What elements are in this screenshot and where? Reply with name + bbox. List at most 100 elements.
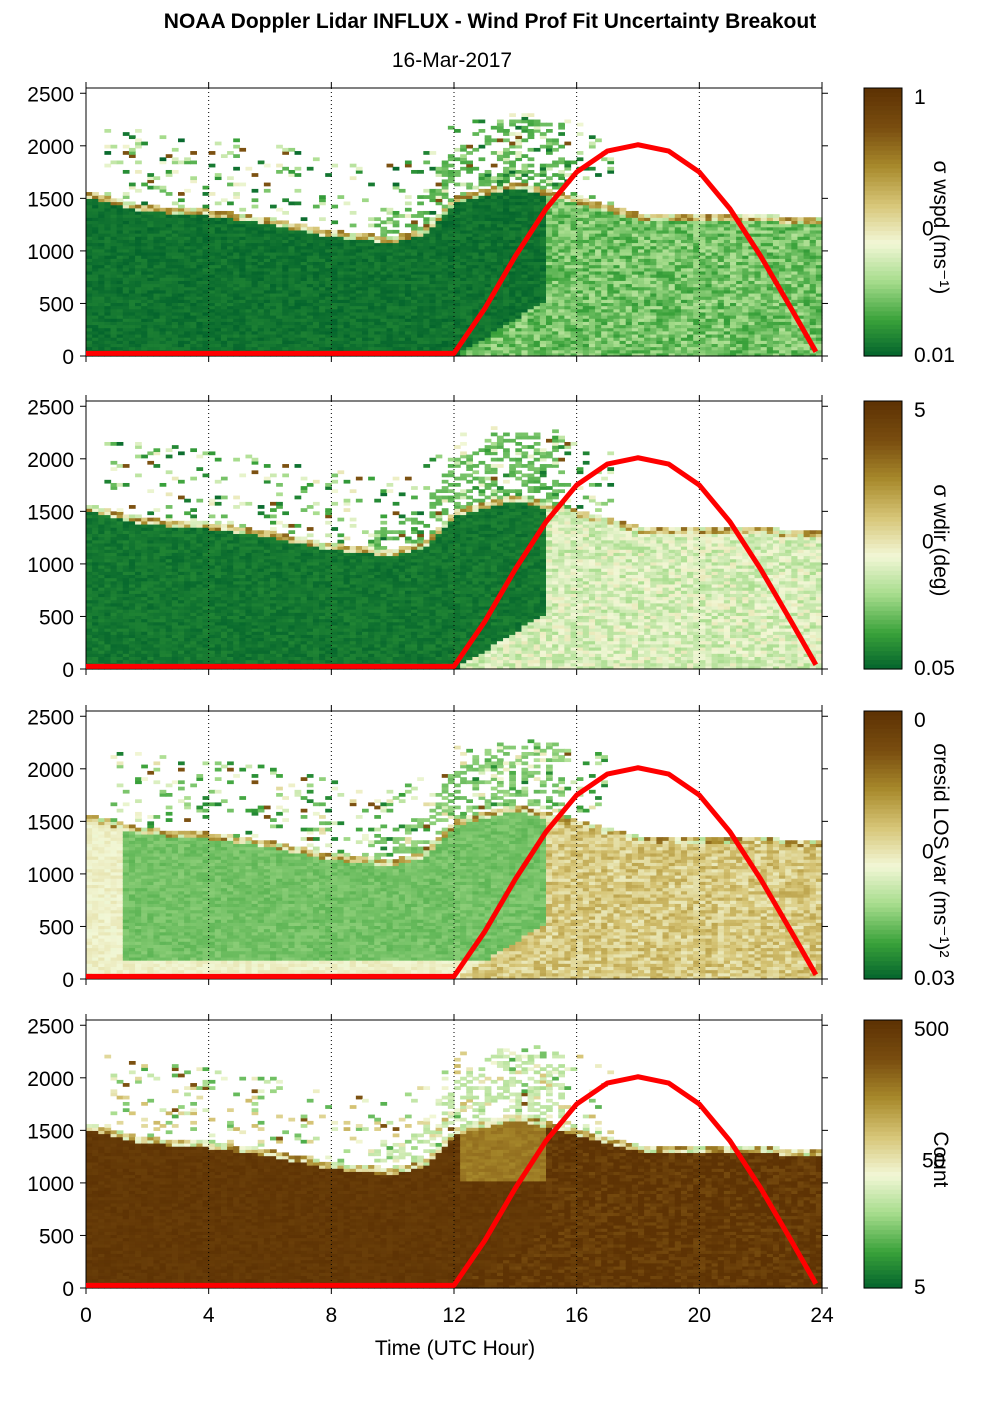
heatmap-cell bbox=[104, 164, 111, 168]
heatmap-cell bbox=[319, 217, 326, 221]
heatmap-cell bbox=[380, 220, 387, 224]
heatmap-cell bbox=[86, 192, 93, 196]
heatmap-cell bbox=[350, 211, 357, 215]
heatmap-cell bbox=[153, 176, 160, 180]
heatmap-cell bbox=[295, 189, 302, 193]
heatmap-cell bbox=[411, 214, 418, 218]
heatmap-cell bbox=[147, 173, 154, 177]
heatmap-cell bbox=[350, 233, 357, 237]
heatmap-cell bbox=[362, 198, 369, 202]
heatmap-cell bbox=[454, 157, 461, 161]
heatmap-cell bbox=[221, 211, 228, 215]
heatmap-cell bbox=[503, 129, 510, 133]
heatmap-cell bbox=[166, 192, 173, 196]
heatmap-cell bbox=[460, 183, 467, 187]
heatmap-cell bbox=[436, 189, 443, 193]
heatmap-cell bbox=[503, 167, 510, 171]
heatmap-cell bbox=[448, 170, 455, 174]
heatmap-cell bbox=[595, 202, 602, 206]
heatmap-cell bbox=[564, 195, 571, 199]
heatmap-cell bbox=[245, 167, 252, 171]
heatmap-cell bbox=[491, 186, 498, 190]
heatmap-cell bbox=[558, 157, 565, 161]
heatmap-cell bbox=[521, 179, 528, 183]
x-axis-label: Time (UTC Hour) bbox=[375, 1337, 535, 1360]
heatmap-cell bbox=[252, 198, 259, 202]
heatmap-cell bbox=[380, 227, 387, 231]
chart-subtitle: 16-Mar-2017 bbox=[392, 49, 512, 72]
heatmap-cell bbox=[405, 208, 412, 212]
heatmap-cell bbox=[276, 164, 283, 168]
heatmap-cell bbox=[313, 157, 320, 161]
heatmap-cell bbox=[546, 164, 553, 168]
heatmap-cell bbox=[577, 132, 584, 136]
heatmap-cell bbox=[184, 157, 191, 161]
heatmap-cell bbox=[104, 129, 111, 133]
heatmap-cell bbox=[153, 205, 160, 209]
heatmap-cell bbox=[393, 167, 400, 171]
heatmap-cell bbox=[552, 173, 559, 177]
heatmap-cell bbox=[528, 186, 535, 190]
heatmap-cell bbox=[466, 161, 473, 165]
heatmap-cell bbox=[92, 192, 99, 196]
heatmap-cell bbox=[417, 195, 424, 199]
heatmap-cell bbox=[509, 132, 516, 136]
heatmap-cell bbox=[528, 113, 535, 117]
heatmap-cell bbox=[509, 120, 516, 124]
heatmap-cell bbox=[135, 138, 142, 142]
heatmap-cell bbox=[362, 233, 369, 237]
heatmap-cell bbox=[472, 120, 479, 124]
heatmap-cell bbox=[521, 126, 528, 130]
heatmap-cell bbox=[387, 236, 394, 240]
heatmap-cell bbox=[607, 157, 614, 161]
heatmap-cell bbox=[491, 138, 498, 142]
heatmap-cell bbox=[380, 208, 387, 212]
heatmap-cell bbox=[466, 192, 473, 196]
heatmap-cell bbox=[282, 167, 289, 171]
heatmap-cell bbox=[307, 227, 314, 231]
heatmap-cell bbox=[264, 164, 271, 168]
heatmap-cell bbox=[564, 161, 571, 165]
heatmap-cell bbox=[423, 151, 430, 155]
heatmap-cell bbox=[178, 198, 185, 202]
heatmap-cell bbox=[117, 198, 124, 202]
heatmap-cell bbox=[233, 154, 240, 158]
heatmap-cell bbox=[577, 151, 584, 155]
heatmap-cell bbox=[552, 148, 559, 152]
heatmap-cell bbox=[190, 151, 197, 155]
heatmap-cell bbox=[509, 151, 516, 155]
heatmap-cell bbox=[239, 208, 246, 212]
heatmap-cell bbox=[472, 192, 479, 196]
heatmap-cell bbox=[595, 173, 602, 177]
heatmap-cell bbox=[613, 208, 620, 212]
heatmap-cell bbox=[540, 123, 547, 127]
heatmap-cell bbox=[589, 135, 596, 139]
heatmap-cell bbox=[172, 148, 179, 152]
heatmap-cell bbox=[442, 205, 449, 209]
heatmap-cell bbox=[540, 186, 547, 190]
heatmap-cell bbox=[626, 211, 633, 215]
heatmap-cell bbox=[589, 202, 596, 206]
heatmap-cell bbox=[546, 189, 553, 193]
heatmap-cell bbox=[479, 120, 486, 124]
heatmap-cell bbox=[429, 167, 436, 171]
heatmap-cell bbox=[233, 145, 240, 149]
heatmap-cell bbox=[104, 145, 111, 149]
heatmap-cell bbox=[344, 202, 351, 206]
heatmap-cell bbox=[215, 142, 222, 146]
heatmap-cell bbox=[540, 164, 547, 168]
heatmap-cell bbox=[282, 148, 289, 152]
heatmap-cell bbox=[528, 164, 535, 168]
panels-group: 05001000150020002500 100.01σ wspd (ms⁻¹)0… bbox=[27, 82, 955, 1327]
heatmap-cell bbox=[233, 167, 240, 171]
heatmap-cell bbox=[583, 198, 590, 202]
heatmap-cell bbox=[184, 189, 191, 193]
heatmap-cell bbox=[331, 164, 338, 168]
heatmap-cell bbox=[252, 173, 259, 177]
heatmap-cell bbox=[123, 145, 130, 149]
heatmap-cell bbox=[417, 170, 424, 174]
heatmap-cell bbox=[577, 123, 584, 127]
heatmap-cell bbox=[546, 176, 553, 180]
heatmap-cell bbox=[460, 145, 467, 149]
